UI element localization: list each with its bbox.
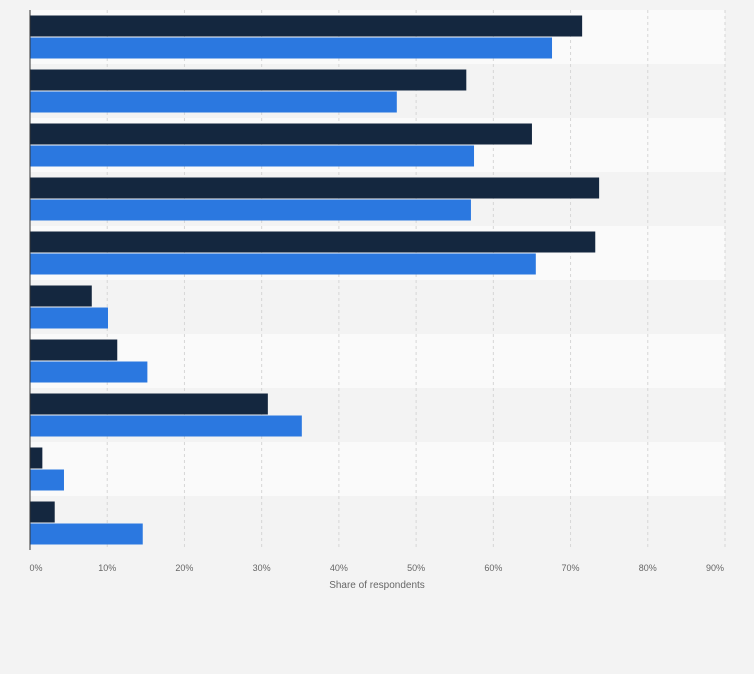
x-tick-label: 80%: [639, 563, 657, 573]
bar[interactable]: [30, 447, 43, 469]
x-tick-label: 10%: [98, 563, 116, 573]
bar[interactable]: [30, 307, 108, 329]
x-tick-label: 70%: [562, 563, 580, 573]
bar[interactable]: [30, 199, 471, 221]
bar[interactable]: [30, 145, 475, 167]
bar[interactable]: [30, 91, 397, 113]
bar[interactable]: [30, 177, 600, 199]
bar[interactable]: [30, 15, 583, 37]
row-band: [30, 442, 725, 496]
x-axis-label: Share of respondents: [329, 580, 425, 591]
bar[interactable]: [30, 253, 536, 275]
row-band: [30, 496, 725, 550]
bar[interactable]: [30, 339, 118, 361]
bars: [30, 15, 600, 545]
bar[interactable]: [30, 231, 596, 253]
x-tick-label: 90%: [706, 563, 724, 573]
bar[interactable]: [30, 469, 64, 491]
bar[interactable]: [30, 523, 143, 545]
x-tick-label: 40%: [330, 563, 348, 573]
row-band: [30, 280, 725, 334]
x-tick-label: 20%: [175, 563, 193, 573]
bar[interactable]: [30, 37, 553, 59]
x-tick-label: 0%: [29, 563, 42, 573]
bar[interactable]: [30, 501, 55, 523]
x-tick-labels: 0% 10% 20% 30% 40% 50% 60% 70% 80% 90%: [29, 563, 724, 573]
bar[interactable]: [30, 415, 302, 437]
bar[interactable]: [30, 285, 92, 307]
bar[interactable]: [30, 123, 532, 145]
bar[interactable]: [30, 393, 268, 415]
x-tick-label: 60%: [484, 563, 502, 573]
bar[interactable]: [30, 361, 148, 383]
bar[interactable]: [30, 69, 467, 91]
x-tick-label: 50%: [407, 563, 425, 573]
x-tick-label: 30%: [253, 563, 271, 573]
row-bands: [30, 10, 725, 550]
